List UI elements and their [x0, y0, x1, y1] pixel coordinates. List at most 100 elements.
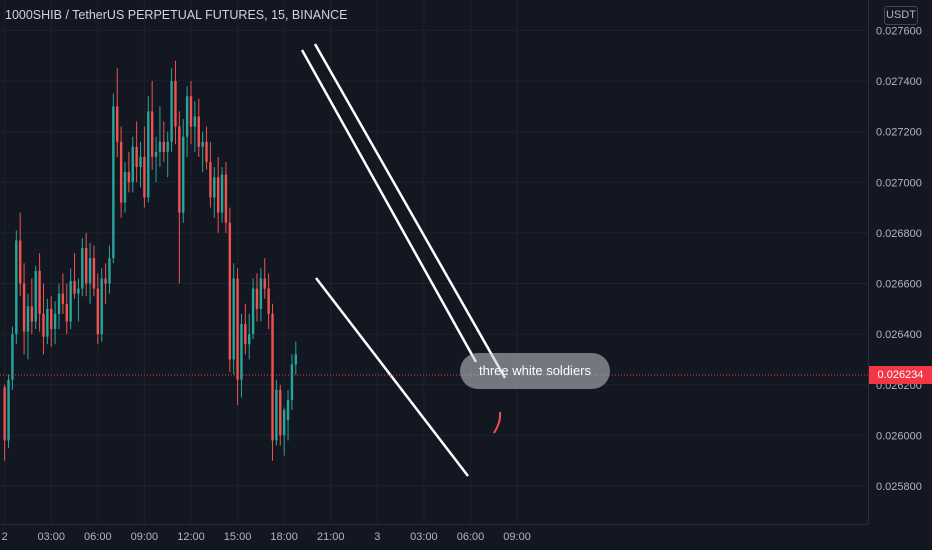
candle-body [170, 81, 173, 142]
channel-lower-line[interactable] [315, 277, 469, 477]
time-axis[interactable]: 2 03:00 06:00 09:00 12:00 15:00 18:00 21:00 3 03:… [0, 524, 868, 544]
candle-body [69, 280, 72, 322]
currency-badge[interactable]: USDT [884, 6, 918, 25]
candle-body [166, 141, 169, 152]
channel-middle-line[interactable] [300, 49, 478, 363]
time-tick-label: 06:00 [457, 531, 485, 543]
candle [244, 303, 247, 355]
candle [139, 141, 142, 188]
candle [185, 86, 189, 157]
candle [119, 126, 123, 218]
price-axis-background [868, 0, 932, 550]
candle [275, 379, 278, 446]
candle [108, 245, 111, 294]
candle [30, 278, 34, 335]
candle-body [3, 387, 6, 441]
candle-body [7, 379, 10, 441]
candle [248, 313, 251, 360]
candle-body [228, 222, 232, 360]
candle [11, 326, 14, 390]
candle [271, 303, 274, 461]
candle-body [57, 293, 61, 314]
candle-body [216, 177, 220, 213]
candle [166, 131, 169, 178]
channel-upper-line[interactable] [313, 43, 507, 379]
candle-body [158, 141, 162, 152]
candle-body [135, 146, 138, 168]
candle-body [240, 324, 243, 380]
price-axis[interactable]: 0.027600 0.027400 0.027200 0.027000 0.026800… [868, 0, 932, 550]
candle-body [77, 288, 80, 294]
candle [96, 273, 100, 345]
price-tick-label: 0.027200 [876, 127, 922, 139]
symbol-title[interactable]: 1000SHIB / TetherUS PERPETUAL FUTURES, 1… [5, 8, 348, 22]
candle-body [116, 106, 119, 142]
candle [193, 101, 197, 152]
time-tick-label: 03:00 [410, 531, 438, 543]
candle-body [22, 283, 26, 332]
candle-body [143, 156, 146, 198]
price-tick-label: 0.025800 [876, 481, 922, 493]
candle [182, 118, 185, 223]
candle-body [65, 303, 68, 322]
candle-body [61, 293, 65, 304]
candle [65, 283, 68, 335]
candle-body [84, 248, 88, 284]
candle [290, 354, 294, 411]
annotation-callout[interactable]: three white soldiers [460, 353, 610, 389]
candle-body [205, 141, 208, 163]
candle [279, 384, 282, 446]
candle [232, 263, 235, 375]
candlestick-series [3, 60, 298, 461]
candle [15, 230, 18, 345]
time-tick-label: 09:00 [503, 531, 531, 543]
candle [3, 384, 6, 461]
price-tick-label: 0.026000 [876, 430, 922, 442]
time-tick-label: 12:00 [177, 531, 205, 543]
candle [69, 268, 72, 330]
candle-body [104, 278, 107, 284]
candle [104, 263, 107, 304]
candle-body [127, 172, 131, 183]
candle [81, 237, 84, 297]
candle-body [50, 308, 53, 330]
time-tick-label: 21:00 [317, 531, 345, 543]
candle-body [15, 240, 18, 335]
candle [158, 106, 162, 168]
candle-body [46, 308, 49, 337]
candle-body [197, 116, 200, 147]
candle [174, 60, 177, 145]
candle-body [259, 278, 263, 309]
candle [22, 263, 26, 355]
channel-drawings[interactable] [300, 43, 507, 477]
candle [7, 374, 10, 449]
candle-body [251, 288, 255, 335]
time-tick-label: 09:00 [131, 531, 159, 543]
candle [57, 283, 61, 330]
candle [73, 253, 76, 299]
candle [34, 265, 37, 330]
current-price-label: 0.026234 [869, 366, 932, 384]
candle-body [201, 141, 204, 147]
candle [294, 341, 298, 375]
candle-body [275, 389, 278, 441]
candle-body [282, 410, 286, 436]
candle-body [119, 141, 123, 203]
candle [127, 151, 131, 193]
candle-body [189, 96, 193, 127]
price-tick-label: 0.026600 [876, 279, 922, 291]
candle-body [112, 106, 115, 259]
candle [53, 301, 57, 345]
candle [88, 243, 92, 304]
price-tick-label: 0.027400 [876, 76, 922, 88]
candle [220, 167, 224, 223]
candle-body [30, 306, 34, 322]
candle-body [34, 270, 37, 322]
candle [46, 298, 49, 345]
projection-curve[interactable] [493, 411, 502, 434]
candle-body [174, 81, 177, 127]
candle [209, 141, 212, 208]
candle-body [267, 288, 270, 314]
candle [77, 278, 80, 322]
